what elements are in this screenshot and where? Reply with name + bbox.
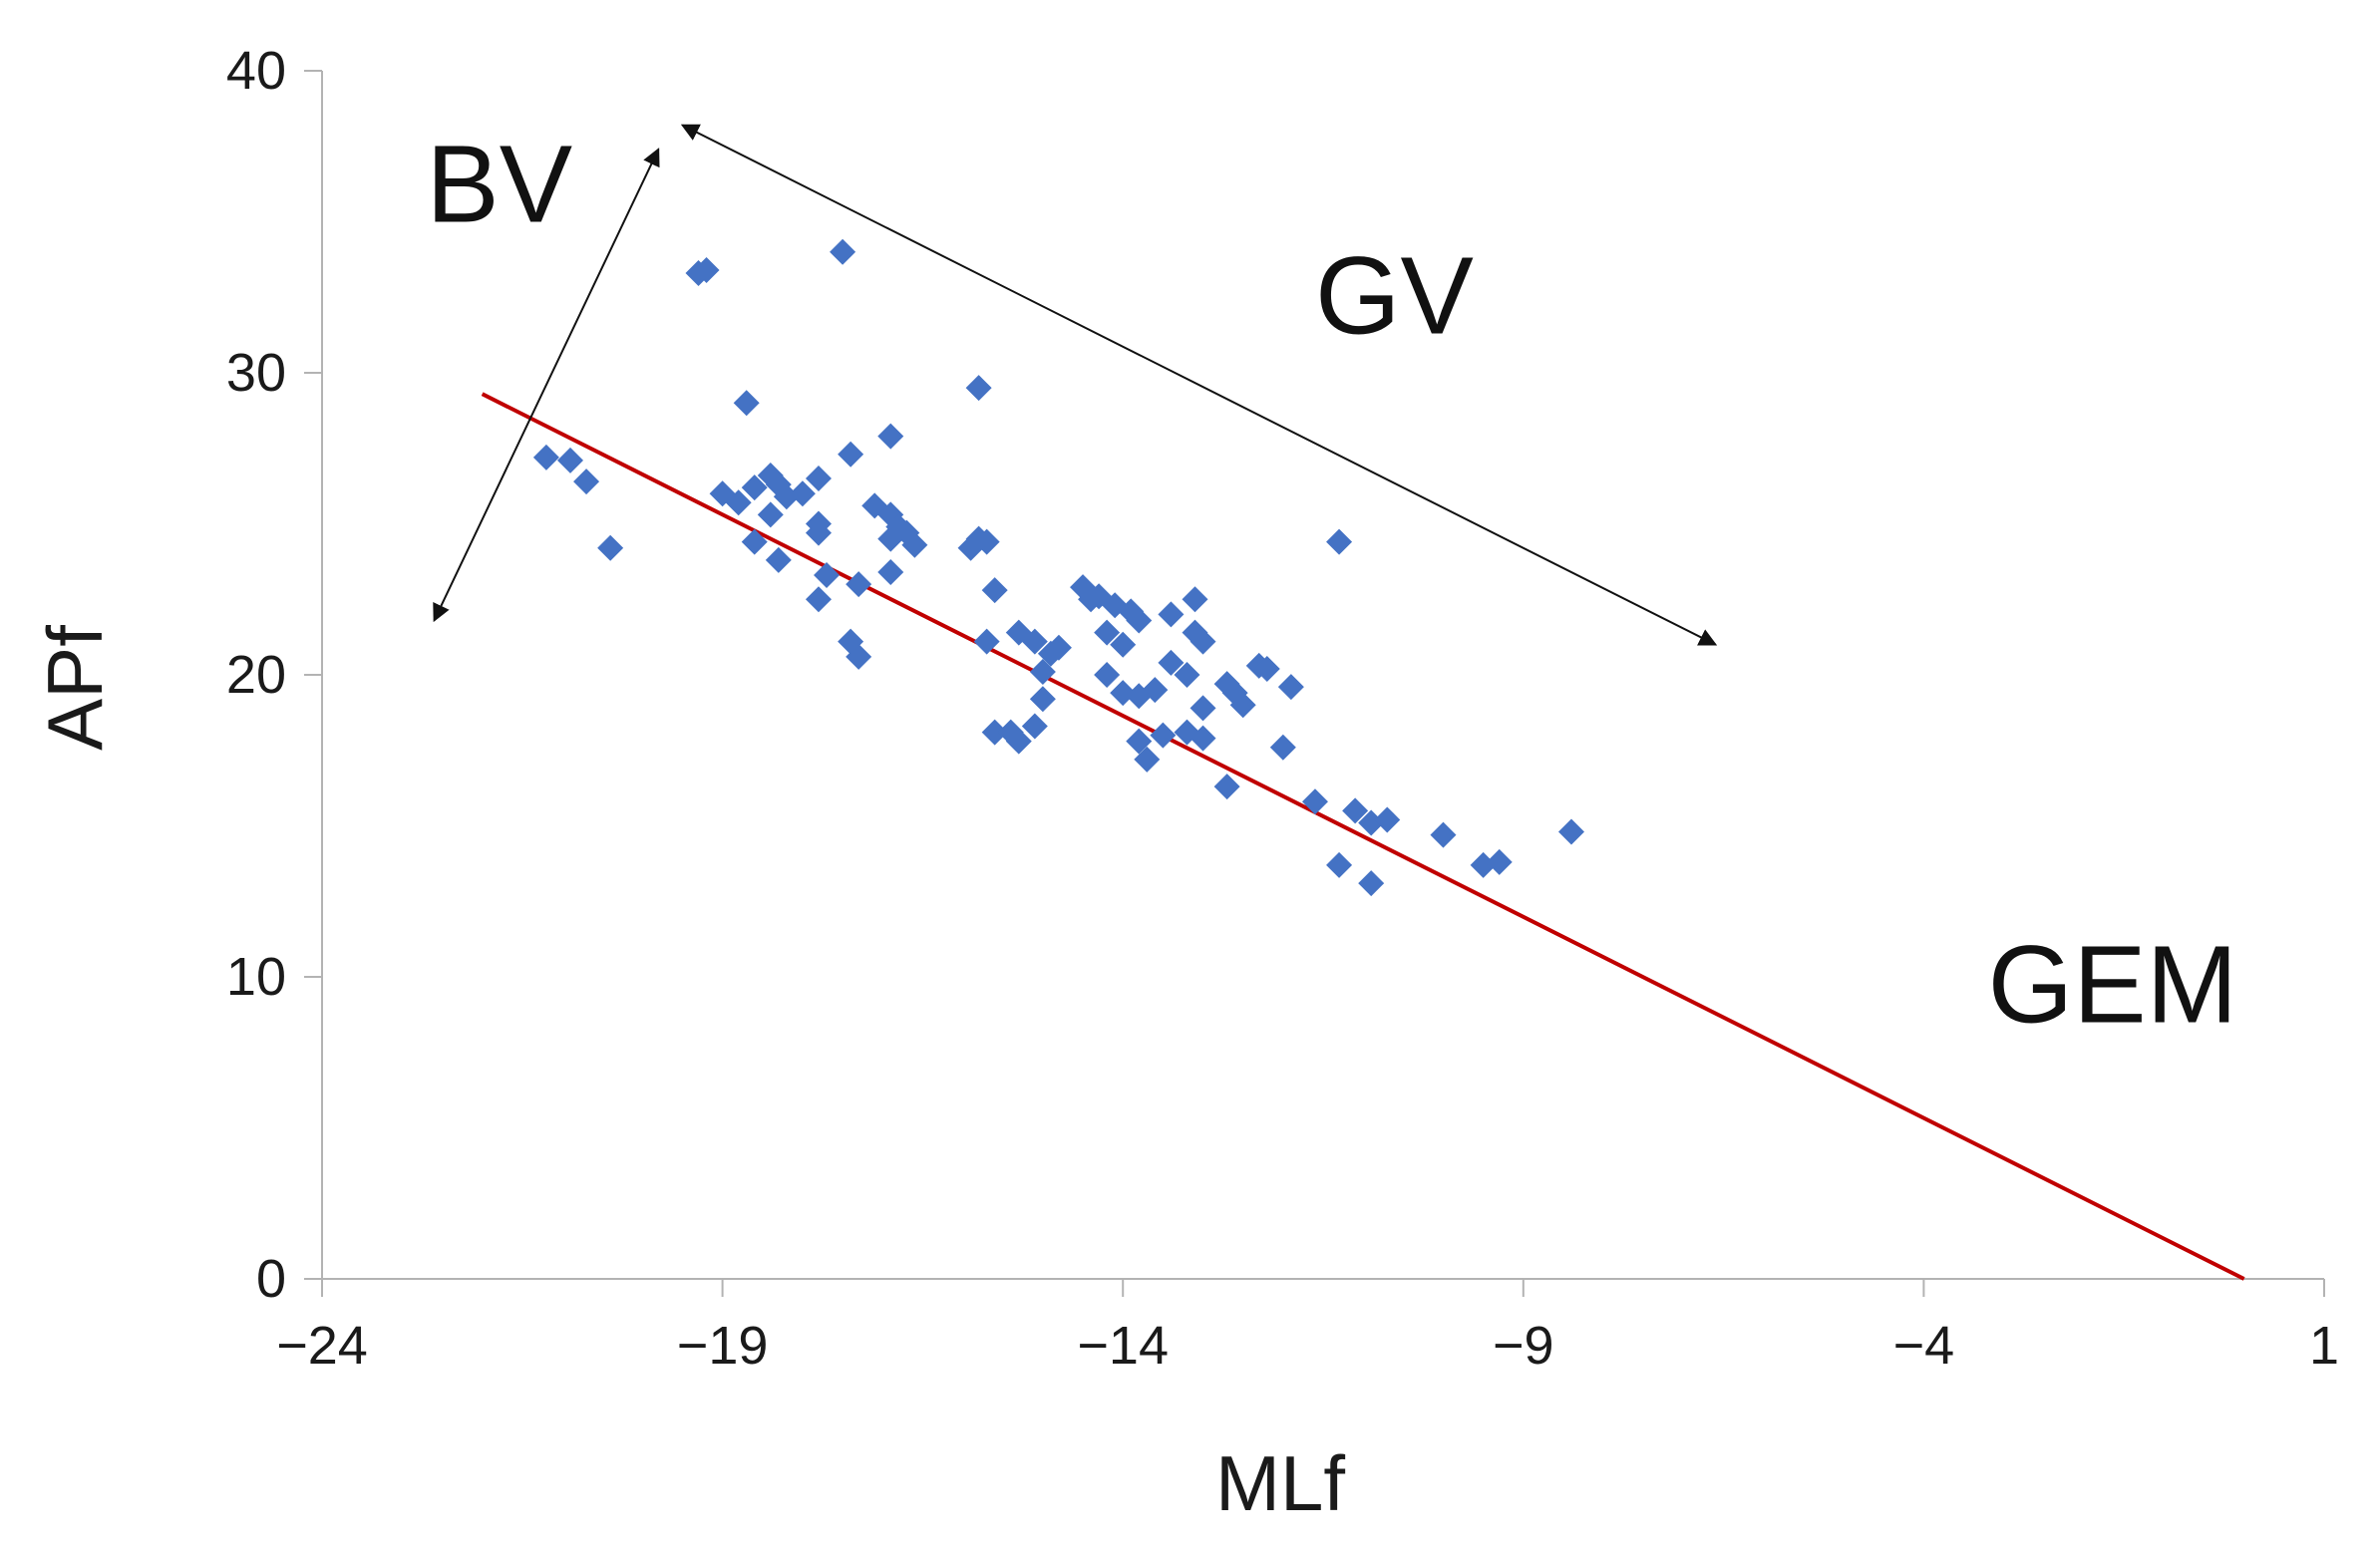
- data-point: [846, 571, 872, 598]
- x-tick-label: −9: [1493, 1316, 1554, 1376]
- data-point: [877, 558, 904, 585]
- data-point: [805, 586, 832, 613]
- data-point: [597, 534, 624, 561]
- data-point: [1094, 662, 1121, 688]
- data-point: [1486, 848, 1513, 875]
- x-tick-label: −19: [677, 1316, 769, 1376]
- gv-arrow: [680, 124, 1718, 646]
- data-point: [1229, 692, 1256, 719]
- data-point: [1005, 728, 1032, 755]
- data-point: [981, 719, 1008, 746]
- data-point: [741, 528, 768, 555]
- x-axis-label: MLf: [1215, 1439, 1345, 1527]
- data-point: [1326, 528, 1353, 555]
- x-tick-label: −4: [1893, 1316, 1955, 1376]
- data-point: [757, 501, 784, 528]
- trendline: [481, 392, 2245, 1281]
- data-point: [1277, 674, 1304, 701]
- data-point: [805, 466, 832, 492]
- data-point: [1029, 686, 1056, 713]
- data-point: [1358, 809, 1385, 836]
- data-point: [814, 562, 841, 589]
- data-point: [532, 444, 559, 470]
- data-point: [1430, 821, 1457, 848]
- data-point: [1142, 677, 1169, 704]
- data-point: [1470, 851, 1497, 878]
- data-point: [789, 480, 816, 507]
- data-point: [1110, 680, 1137, 707]
- annotation-bv: BV: [426, 124, 572, 246]
- arrows-group: [433, 124, 1718, 646]
- axes: 0 10 20 30 40 −24 −19 −14 −9 −4 1: [226, 41, 2339, 1376]
- data-point: [1150, 722, 1177, 749]
- data-point: [877, 423, 904, 450]
- annotation-gem: GEM: [1988, 923, 2238, 1046]
- x-tick-label: −24: [276, 1316, 368, 1376]
- annotations-group: BV GV GEM: [426, 124, 2237, 1047]
- y-tick-label: 0: [256, 1249, 286, 1309]
- annotation-gv: GV: [1315, 235, 1474, 358]
- data-point: [846, 643, 872, 670]
- x-tick-label: −14: [1077, 1316, 1169, 1376]
- y-tick-label: 20: [226, 645, 286, 705]
- data-point: [1269, 734, 1296, 761]
- data-point: [838, 441, 864, 467]
- data-point: [765, 546, 792, 573]
- data-point: [1557, 818, 1584, 845]
- data-point: [1301, 788, 1328, 815]
- data-point: [1326, 851, 1353, 878]
- data-point: [981, 577, 1008, 604]
- data-point: [1374, 806, 1401, 833]
- trendline-group: [481, 392, 2245, 1281]
- data-point: [1158, 601, 1185, 628]
- data-point: [830, 238, 856, 265]
- x-tick-label: 1: [2309, 1316, 2339, 1376]
- data-point: [1174, 662, 1200, 688]
- data-point: [1253, 655, 1280, 682]
- data-point: [1158, 649, 1185, 676]
- data-point: [1134, 746, 1161, 773]
- data-point: [1182, 586, 1208, 613]
- data-point: [573, 468, 600, 495]
- data-point: [1190, 695, 1216, 722]
- y-axis-label: APf: [31, 625, 119, 751]
- data-point: [1213, 774, 1240, 800]
- data-point: [965, 375, 992, 402]
- bv-arrow: [433, 148, 660, 623]
- data-point: [1126, 728, 1153, 755]
- data-point: [1029, 658, 1056, 685]
- data-point: [1021, 713, 1048, 740]
- y-tick-label: 10: [226, 947, 286, 1007]
- data-point: [733, 390, 760, 417]
- data-point: [1358, 870, 1385, 897]
- y-tick-label: 30: [226, 343, 286, 403]
- data-point: [1342, 797, 1369, 824]
- data-point: [1190, 725, 1216, 752]
- y-tick-label: 40: [226, 41, 286, 101]
- data-point: [556, 447, 583, 473]
